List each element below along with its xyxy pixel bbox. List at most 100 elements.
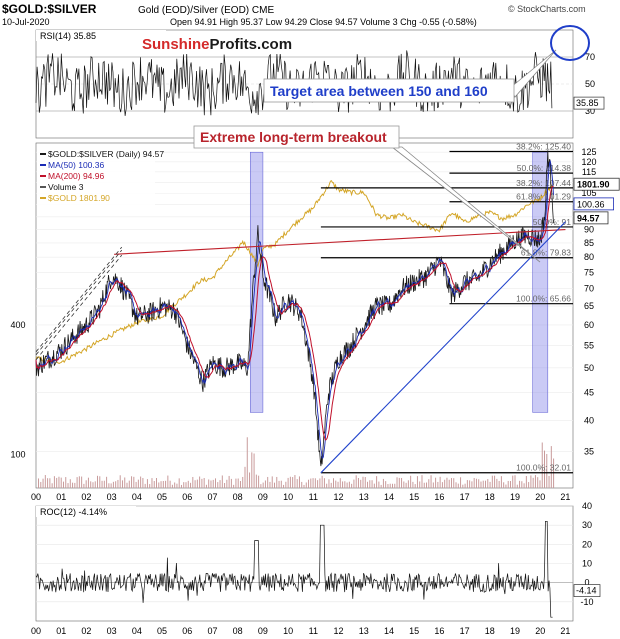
legend-entry: MA(200) 94.96 [48, 171, 104, 181]
x-tick-label: 13 [359, 626, 369, 636]
source-credit: © StockCharts.com [508, 4, 586, 14]
price-tick-label: 80 [584, 252, 594, 262]
price-tick-label: 55 [584, 340, 594, 350]
legend-entry: $GOLD:$SILVER (Daily) 94.57 [48, 149, 164, 159]
fib-label: 61.8%: 79.83 [521, 248, 571, 258]
price-tick-label: 50 [584, 363, 594, 373]
roc-tick-label: -10 [580, 597, 593, 607]
rsi-tick-label: 70 [585, 52, 595, 62]
x-tick-label: 20 [535, 626, 545, 636]
price-tick-label: 65 [584, 301, 594, 311]
price-tick-label: 60 [584, 320, 594, 330]
ratio-line [35, 150, 554, 467]
price-label-box [573, 211, 609, 225]
price-tick-label: 85 [584, 238, 594, 248]
price-tick-label: 45 [584, 388, 594, 398]
roc-tick-label: 20 [582, 539, 592, 549]
x-tick-label: 15 [409, 626, 419, 636]
price-grid: 3540455055606570758085909510010511011512… [10, 147, 596, 459]
x-tick-label: 17 [460, 626, 470, 636]
fib-label: 50.0%: 114.38 [517, 163, 571, 173]
price-tick-label: 75 [584, 267, 594, 277]
x-tick-label: 00 [31, 626, 41, 636]
fibonacci-levels: 100.0%: 32.01 100.0%: 65.66 61.8%: 79.83 50… [320, 141, 573, 474]
target-callout-text: Target area between 150 and 160 [270, 83, 488, 99]
channel-dashed-line [35, 249, 123, 356]
roc-value-box [573, 584, 601, 597]
breakout-callout: Extreme long-term breakout [193, 125, 541, 263]
roc-tick-label: 40 [582, 501, 592, 511]
target-callout-box [263, 78, 515, 103]
x-tick-label: 08 [233, 626, 243, 636]
roc-legend-bg [36, 506, 136, 517]
legend-entry: Volume 3 [48, 182, 84, 192]
x-tick-label: 07 [207, 626, 217, 636]
price-label-text: 100.36 [577, 199, 605, 209]
roc-panel: -10 0 10 20 30 40 -4.14 ROC(12) -4.14% [35, 501, 601, 622]
chart-date: 10-Jul-2020 [2, 17, 50, 27]
x-tick-label: 06 [182, 492, 192, 502]
x-tick-label: 03 [107, 492, 117, 502]
roc-tick-label: 30 [582, 520, 592, 530]
channel-dashed-line [35, 254, 123, 361]
roc-line: -4.14 [35, 520, 601, 618]
price-tick-label: 70 [584, 284, 594, 294]
trendline-blue [320, 221, 566, 474]
x-tick-label: 10 [283, 492, 293, 502]
x-tick-label: 21 [560, 626, 570, 636]
brand-name-dark: Profits.com [210, 36, 293, 53]
x-tick-label: 00 [31, 492, 41, 502]
x-axis-price: 00 01 02 03 04 05 06 07 08 09 10 11 12 13 14 15 16 17 18 19… [31, 492, 570, 502]
breakout-callout-text: Extreme long-term breakout [200, 129, 387, 145]
ohlc-summary: Open 94.91 High 95.37 Low 94.29 Close 94… [170, 17, 477, 27]
x-tick-label: 10 [283, 626, 293, 636]
rsi-title: RSI(14) 35.85 [40, 31, 96, 41]
price-label-text: 94.57 [577, 213, 600, 223]
x-tick-label: 03 [107, 626, 117, 636]
fib-label: 38.2%: 107.44 [516, 178, 571, 188]
x-axis-roc: 00 01 02 03 04 05 06 07 08 09 10 11 12 13 14 15 16 17 18 19… [31, 626, 570, 636]
x-tick-label: 01 [56, 626, 66, 636]
x-tick-label: 12 [334, 492, 344, 502]
target-circle [550, 25, 590, 61]
rsi-tick-label: 30 [585, 106, 595, 116]
ma50-line [35, 159, 554, 459]
rsi-tick-label: 50 [585, 79, 595, 89]
svg-text:SunshineProfits.com: SunshineProfits.com [142, 36, 292, 53]
price-tick-label: 115 [582, 167, 596, 177]
x-tick-label: 05 [157, 492, 167, 502]
fib-label: 50.0%: 91 [533, 217, 572, 227]
rsi-value-label: 35.85 [576, 98, 599, 108]
legend-entry: $GOLD 1801.90 [48, 193, 110, 203]
fib-label: 38.2%: 125.40 [516, 141, 571, 151]
channel-dashed-line [35, 246, 123, 353]
x-tick-label: 20 [535, 492, 545, 502]
x-tick-label: 12 [334, 626, 344, 636]
price-tick-label: 90 [584, 225, 594, 235]
price-legend-bg [37, 148, 155, 206]
legend-entry: MA(50) 100.36 [48, 160, 104, 170]
x-tick-label: 09 [258, 626, 268, 636]
gold-line [35, 180, 554, 364]
x-tick-label: 18 [485, 626, 495, 636]
roc-value-label: -4.14 [576, 586, 597, 596]
x-tick-label: 16 [434, 492, 444, 502]
price-tick-label: 40 [584, 415, 594, 425]
ma200-line [35, 185, 554, 441]
price-label-box [573, 197, 614, 211]
price-tick-label: 105 [581, 188, 596, 198]
highlight-box [249, 151, 264, 413]
x-tick-label: 16 [434, 626, 444, 636]
x-tick-label: 19 [510, 626, 520, 636]
brand-bg [138, 32, 298, 54]
x-tick-label: 02 [81, 626, 91, 636]
roc-line-path [35, 520, 553, 618]
x-tick-label: 04 [132, 492, 142, 502]
price-label-text: 1801.90 [577, 180, 610, 190]
gold-tick-label: 100 [10, 450, 25, 460]
roc-tick-label: 10 [582, 559, 592, 569]
price-tick-label: 125 [581, 147, 596, 157]
brand-name-red: Sunshine [142, 36, 210, 53]
